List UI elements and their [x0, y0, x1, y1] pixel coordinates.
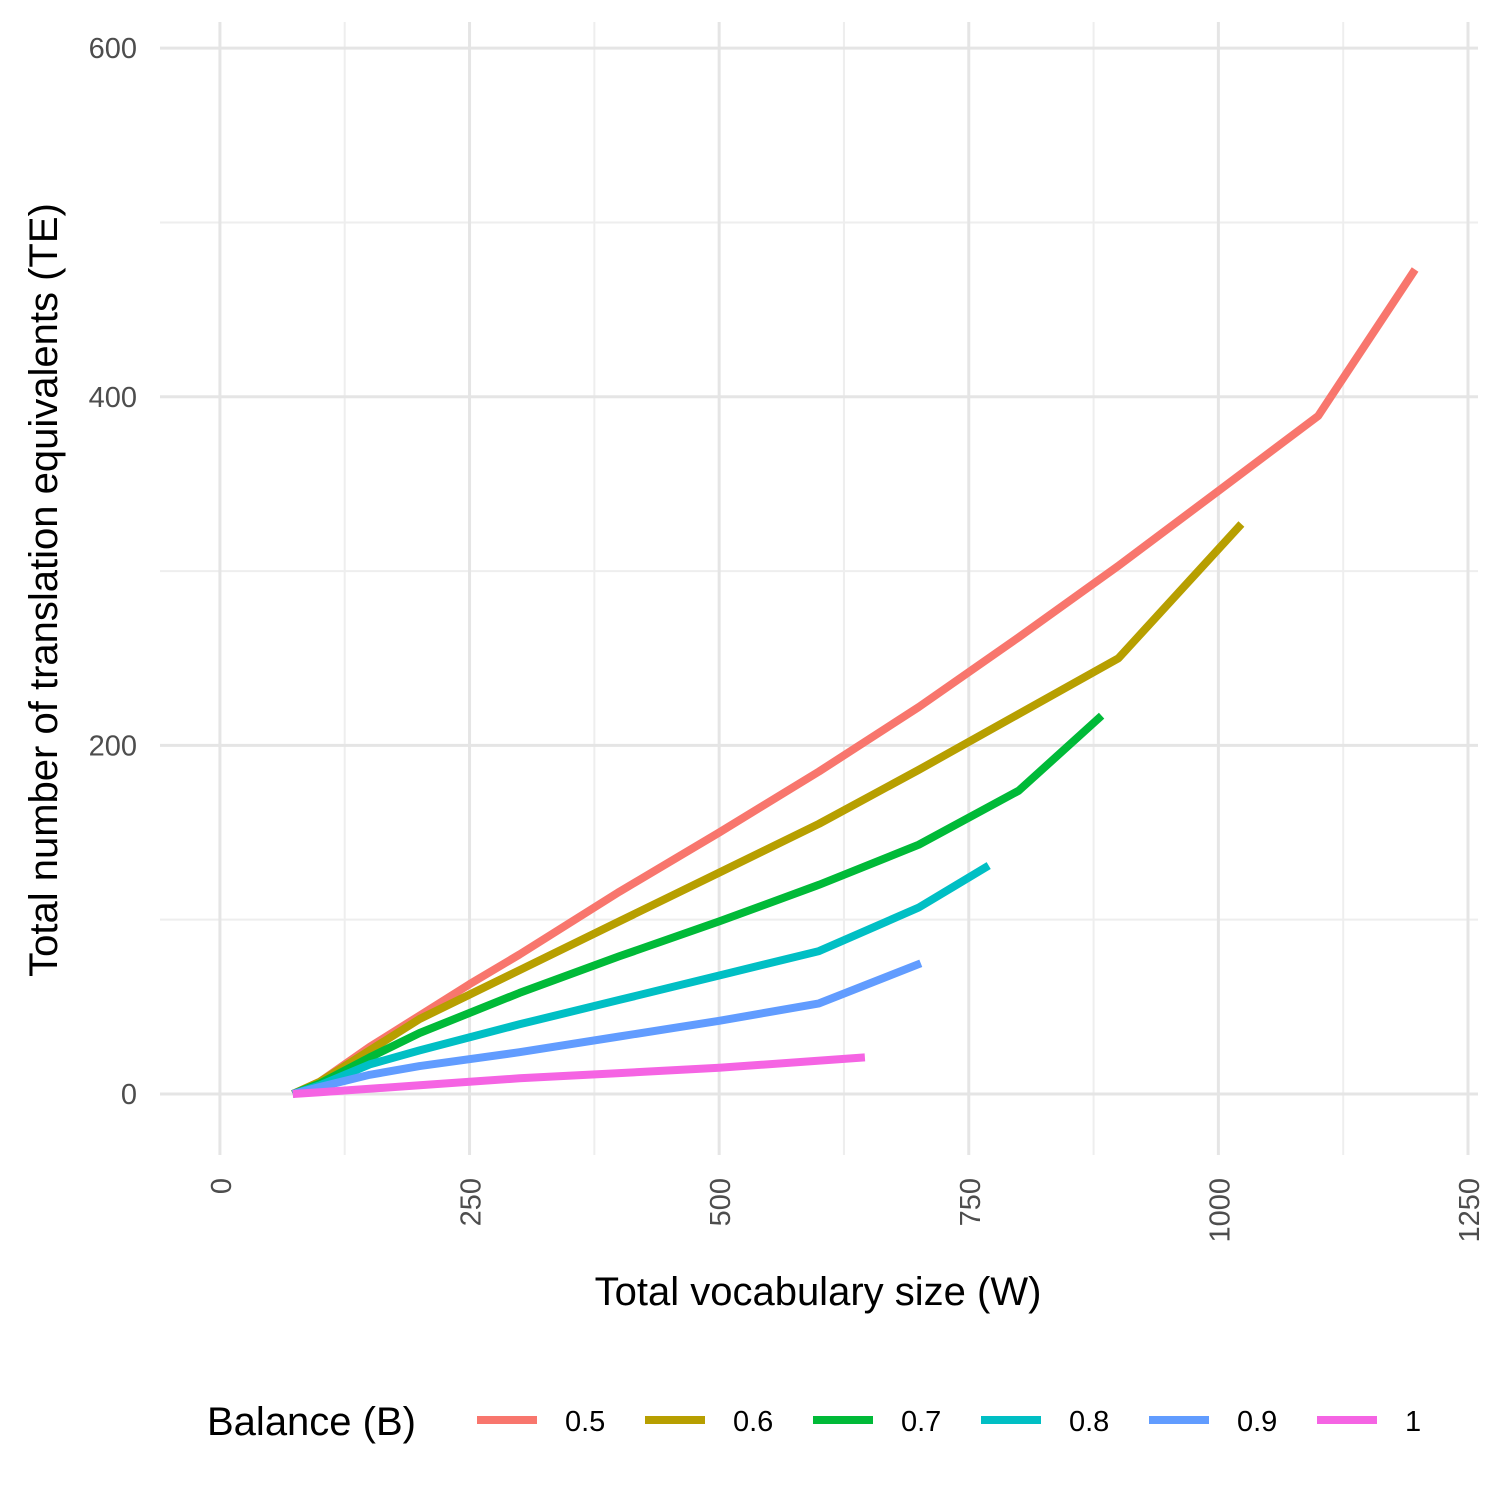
minor-gridlines [160, 22, 1478, 1155]
series-line-1 [292, 1053, 866, 1098]
legend-label-1: 1 [1405, 1406, 1421, 1438]
legend-items: 0.5 0.6 0.7 0.8 0.9 1 [477, 1406, 1421, 1438]
y-axis-title: Total number of translation equivalents … [22, 203, 66, 977]
x-axis-title: Total vocabulary size (W) [595, 1270, 1042, 1314]
legend-label-0-6: 0.6 [733, 1406, 773, 1438]
legend-label-0-5: 0.5 [565, 1406, 605, 1438]
x-tick-label: 0 [206, 1178, 238, 1194]
y-axis-tick-labels: 0 200 400 600 [89, 33, 137, 1111]
series-line-0-6 [291, 521, 1245, 1098]
series-line-0-5 [291, 267, 1419, 1098]
major-gridlines [160, 22, 1478, 1155]
legend-label-0-7: 0.7 [901, 1406, 941, 1438]
x-tick-label: 1250 [1454, 1178, 1486, 1243]
legend-label-0-8: 0.8 [1069, 1406, 1109, 1438]
x-tick-label: 250 [456, 1178, 488, 1226]
series-line-0-7 [291, 712, 1105, 1098]
y-tick-label: 400 [89, 382, 137, 414]
x-tick-label: 750 [955, 1178, 987, 1226]
legend-label-0-9: 0.9 [1237, 1406, 1277, 1438]
y-tick-label: 200 [89, 730, 137, 762]
x-tick-label: 1000 [1204, 1178, 1236, 1243]
legend-title: Balance (B) [207, 1400, 416, 1444]
legend: Balance (B) 0.5 0.6 0.7 0.8 0.9 1 [207, 1400, 1421, 1444]
series-lines [291, 267, 1419, 1098]
y-tick-label: 600 [89, 33, 137, 65]
x-axis-tick-labels: 0 250 500 750 1000 1250 [206, 1178, 1486, 1243]
series-line-0-9 [291, 959, 923, 1098]
series-line-0-8 [291, 862, 991, 1098]
x-tick-label: 500 [705, 1178, 737, 1226]
y-tick-label: 0 [121, 1079, 137, 1111]
